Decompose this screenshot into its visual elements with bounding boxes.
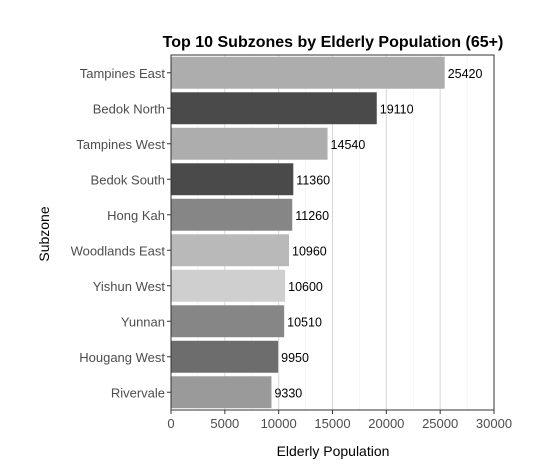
x-tick-label: 20000: [368, 416, 404, 431]
bar-value-label: 9330: [274, 386, 302, 400]
bar-value-label: 25420: [448, 67, 483, 81]
bar: [171, 305, 285, 338]
bar: [171, 376, 272, 409]
x-axis-title: Elderly Population: [277, 443, 390, 459]
bar: [171, 127, 328, 160]
x-tick-label: 30000: [476, 416, 512, 431]
bar: [171, 56, 445, 89]
x-tick-label: 10000: [261, 416, 297, 431]
x-tick-label: 25000: [422, 416, 458, 431]
x-tick-label: 0: [167, 416, 174, 431]
category-label: Yishun West: [93, 279, 166, 294]
plot-panel-border: [170, 54, 495, 411]
x-tick-label: 5000: [210, 416, 239, 431]
bar: [171, 92, 377, 125]
x-tick-labels: 0 5000 10000 15000 20000 25000 30000: [167, 410, 512, 431]
category-label: Bedok South: [91, 172, 165, 187]
bar-value-label: 11260: [295, 209, 329, 223]
category-label: Rivervale: [111, 385, 165, 400]
category-label: Hougang West: [79, 350, 165, 365]
bar-value-label: 9950: [281, 351, 309, 365]
category-label: Yunnan: [121, 314, 165, 329]
category-labels: Tampines East Bedok North Tampines West Bed…: [71, 66, 171, 400]
bars: [171, 56, 445, 409]
bar-value-label: 10960: [292, 244, 327, 258]
bar: [171, 340, 279, 373]
bar-value-label: 14540: [331, 138, 366, 152]
y-axis-title: Subzone: [36, 206, 52, 261]
category-label: Hong Kah: [107, 208, 165, 223]
bar: [171, 163, 294, 196]
x-tick-label: 15000: [314, 416, 350, 431]
category-label: Woodlands East: [71, 243, 166, 258]
chart-title: Top 10 Subzones by Elderly Population (6…: [163, 34, 504, 51]
bar: [171, 198, 293, 231]
category-label: Bedok North: [93, 101, 165, 116]
bar-value-label: 10600: [288, 280, 323, 294]
bar-value-label: 19110: [380, 102, 414, 116]
bar-value-label: 10510: [287, 315, 322, 329]
bar: [171, 269, 286, 302]
category-label: Tampines West: [76, 137, 165, 152]
category-label: Tampines East: [80, 66, 166, 81]
bar-value-label: 11360: [296, 173, 330, 187]
bar: [171, 234, 290, 267]
value-labels: 25420 19110 14540 11360 11260 10960 10600 10510…: [274, 67, 482, 401]
